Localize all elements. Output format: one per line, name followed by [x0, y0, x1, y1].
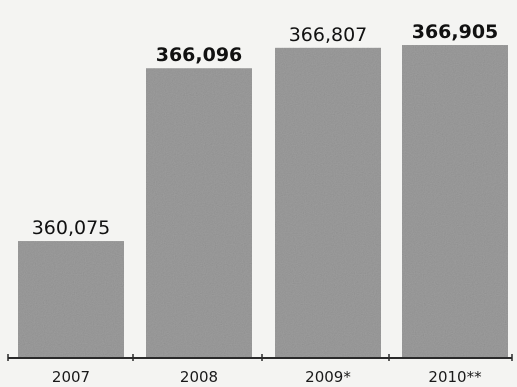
bar-2007 [18, 241, 124, 358]
bar-2010 [402, 45, 508, 358]
value-label: 366,807 [289, 24, 368, 46]
bar-2009 [275, 47, 381, 359]
value-label: 366,096 [156, 44, 243, 66]
value-labels-group: 360,075 366,096 366,807 366,905 [32, 21, 499, 239]
value-label: 366,905 [412, 21, 499, 43]
x-tick-label: 2008 [180, 368, 218, 386]
bars-group [18, 45, 508, 359]
x-axis: 2007 2008 2009* 2010** [7, 354, 513, 386]
x-tick-label: 2010** [428, 368, 482, 386]
bar-2008 [146, 68, 252, 358]
value-label: 360,075 [32, 217, 111, 239]
x-tick-label: 2009* [305, 368, 351, 386]
x-tick-label: 2007 [52, 368, 90, 386]
